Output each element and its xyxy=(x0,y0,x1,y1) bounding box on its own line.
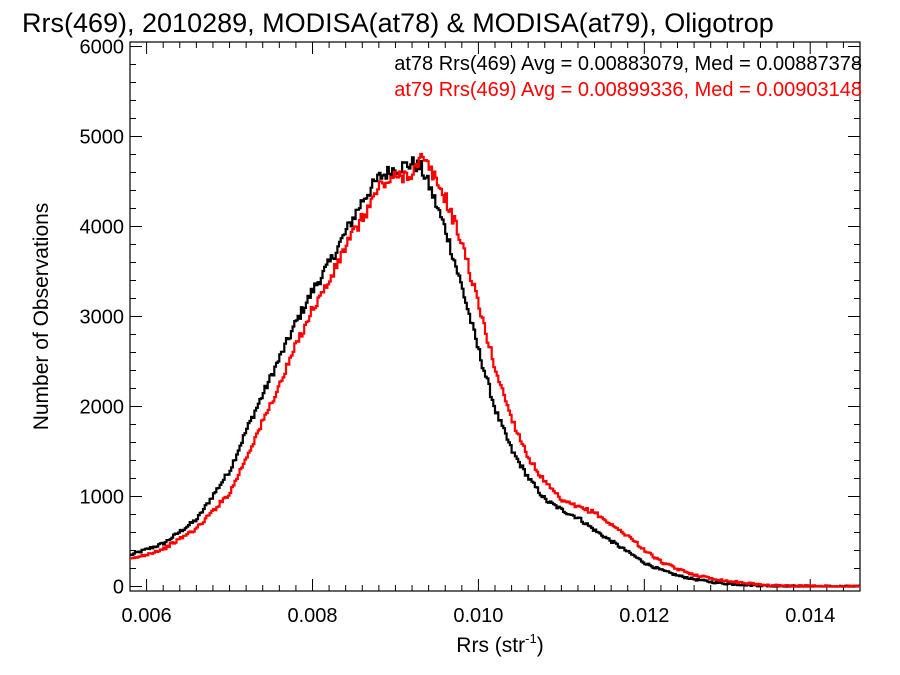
series-line-1 xyxy=(130,156,860,588)
y-tick-label: 0 xyxy=(113,577,124,599)
plot-area: 0 1000 2000 3000 4000 5000 6000 0.006 0.008 0.01… xyxy=(80,37,861,627)
y-tick-label: 6000 xyxy=(80,37,125,59)
series-line-2 xyxy=(130,152,860,588)
legend: at78 Rrs(469) Avg = 0.00883079, Med = 0.… xyxy=(394,53,862,101)
y-axis: 0 1000 2000 3000 4000 5000 6000 xyxy=(80,37,860,599)
x-tick-label: 0.006 xyxy=(122,605,172,627)
x-tick-label: 0.014 xyxy=(785,605,835,627)
y-tick-label: 5000 xyxy=(80,127,125,149)
y-tick-label: 3000 xyxy=(80,307,125,329)
x-axis-label-base: Rrs (str xyxy=(456,634,525,657)
y-axis-label: Number of Observations xyxy=(30,203,53,431)
y-tick-label: 2000 xyxy=(80,397,125,419)
y-tick-label: 1000 xyxy=(80,487,125,509)
plot-frame xyxy=(129,41,861,592)
x-tick-label: 0.010 xyxy=(453,605,503,627)
x-tick-label: 0.008 xyxy=(287,605,337,627)
x-axis-label-close: ) xyxy=(537,634,544,657)
x-axis: 0.006 0.008 0.010 0.012 0.014 xyxy=(122,42,861,627)
legend-entry-2: at79 Rrs(469) Avg = 0.00899336, Med = 0.… xyxy=(394,79,862,101)
chart-title: Rrs(469), 2010289, MODISA(at78) & MODISA… xyxy=(22,8,774,38)
series-lines xyxy=(130,152,860,588)
x-axis-label: Rrs (str-1) xyxy=(456,631,543,657)
legend-entry-1: at78 Rrs(469) Avg = 0.00883079, Med = 0.… xyxy=(394,53,862,75)
x-tick-label: 0.012 xyxy=(619,605,669,627)
x-axis-label-superscript: -1 xyxy=(525,631,537,646)
y-tick-label: 4000 xyxy=(80,217,125,239)
